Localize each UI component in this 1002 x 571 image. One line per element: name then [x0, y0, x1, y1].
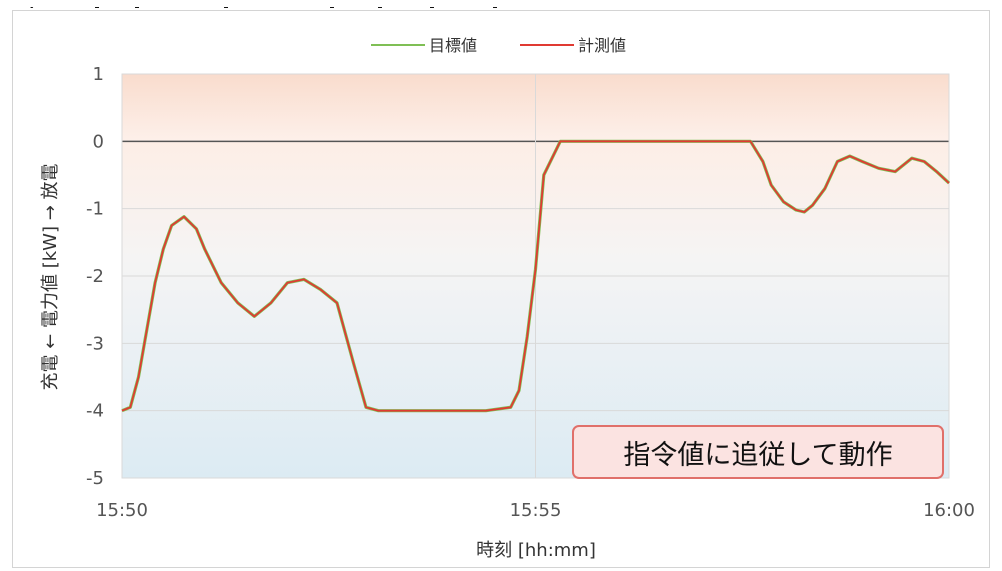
- x-axis-title: 時刻 [hh:mm]: [476, 540, 596, 561]
- y-tick-label: -2: [86, 266, 104, 287]
- y-tick-label: -3: [86, 333, 104, 354]
- y-tick-label: -1: [86, 199, 104, 220]
- x-tick-label: 16:00: [923, 500, 975, 521]
- y-tick-label: 1: [93, 64, 104, 85]
- x-axis-ticks: 15:50 15:55 16:00: [96, 500, 975, 521]
- x-tick-label: 15:50: [96, 500, 148, 521]
- plot-area-border: [121, 73, 950, 479]
- y-tick-label: 0: [93, 131, 104, 152]
- y-axis-title: 充電 ← 電力値 [kW] → 放電: [40, 163, 61, 390]
- y-tick-label: -4: [86, 401, 104, 422]
- series-line-measured: [121, 140, 950, 412]
- annotation-callout: 指令値に追従して動作: [572, 425, 944, 479]
- legend: 目標値 計測値: [371, 36, 626, 55]
- legend-label-target: 目標値: [429, 36, 477, 55]
- annotation-text: 指令値に追従して動作: [623, 439, 893, 471]
- y-axis-ticks: 1 0 -1 -2 -3 -4 -5: [86, 64, 104, 489]
- series-lines: [121, 139, 951, 413]
- cropped-header-text: （: [0, 0, 1002, 8]
- legend-label-measured: 計測値: [578, 36, 626, 55]
- x-tick-label: 15:55: [510, 500, 562, 521]
- y-tick-label: -5: [86, 468, 104, 489]
